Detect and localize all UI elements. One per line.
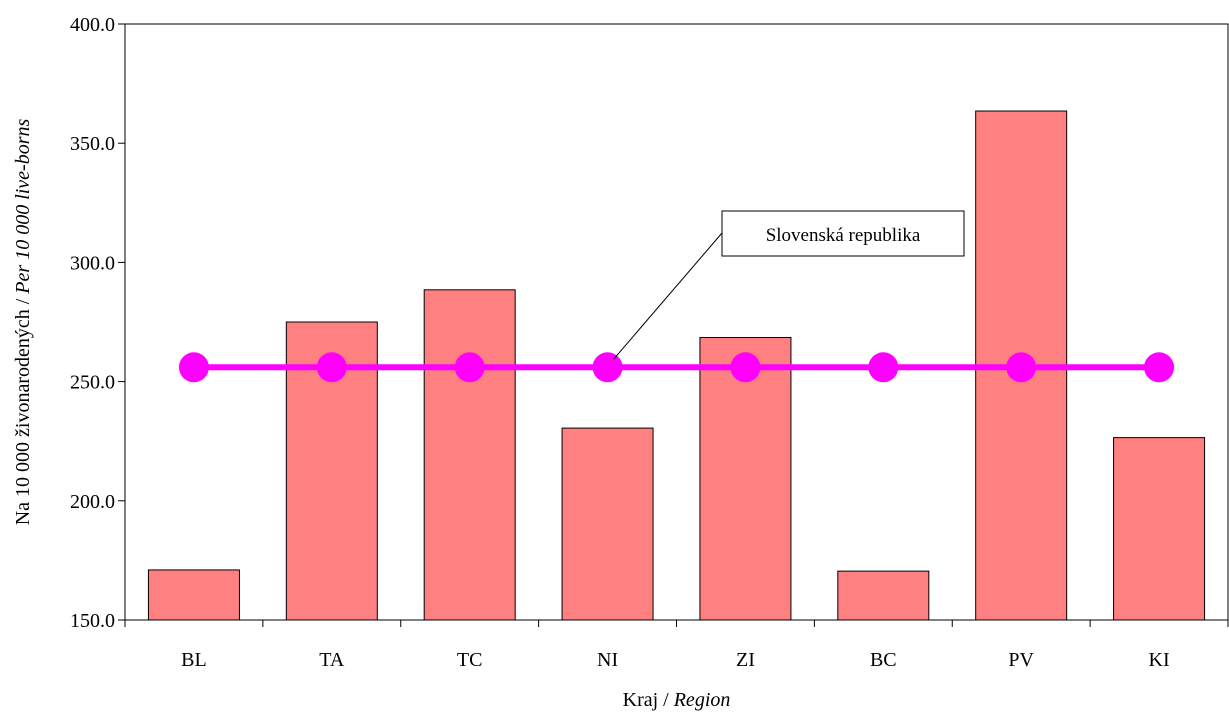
annotation-layer: Slovenská republika xyxy=(613,210,965,360)
annotation-leader-line xyxy=(613,232,723,360)
line-point-bl xyxy=(178,352,209,383)
x-axis-label: Kraj / Region xyxy=(623,689,731,711)
bar-zi xyxy=(699,336,792,621)
line-point-zi xyxy=(730,352,761,383)
bar-tc xyxy=(423,289,516,621)
y-tick-label: 300.0 xyxy=(70,252,115,274)
x-axis-label-italic: Region xyxy=(673,689,731,711)
bars-layer xyxy=(147,110,1206,621)
y-axis-label-plain: Na 10 000 živonarodených / xyxy=(12,294,34,526)
y-tick-label: 400.0 xyxy=(70,14,115,36)
y-tick-label: 250.0 xyxy=(70,372,115,394)
x-tick-label-zi: ZI xyxy=(736,649,755,671)
y-axis-label-italic: Per 10 000 live-borns xyxy=(12,119,34,295)
x-axis: BL TA TC NI ZI BC PV KI xyxy=(124,620,1229,671)
y-axis-label: Na 10 000 živonarodených / Per 10 000 li… xyxy=(12,119,34,526)
x-tick-label-pv: PV xyxy=(1008,649,1034,671)
line-point-ni xyxy=(592,352,623,383)
y-axis: 150.0 200.0 250.0 300.0 350.0 400.0 xyxy=(70,14,125,632)
y-tick-label: 200.0 xyxy=(70,491,115,513)
annotation-text: Slovenská republika xyxy=(766,225,921,246)
x-tick-label-ki: KI xyxy=(1149,649,1170,671)
line-point-ta xyxy=(316,352,347,383)
x-axis-label-plain: Kraj / xyxy=(623,689,674,711)
line-point-tc xyxy=(454,352,485,383)
x-tick-label-bc: BC xyxy=(870,649,897,671)
bar-ki xyxy=(1113,437,1206,621)
bar-bl xyxy=(147,569,240,621)
annotation-box xyxy=(721,210,965,257)
line-layer xyxy=(178,352,1175,383)
bar-bc xyxy=(837,570,930,621)
line-point-ki xyxy=(1144,352,1175,383)
x-tick-label-ni: NI xyxy=(597,649,618,671)
line-point-bc xyxy=(868,352,899,383)
y-tick-label: 350.0 xyxy=(70,133,115,155)
x-tick-label-bl: BL xyxy=(181,649,207,671)
bar-ni xyxy=(561,427,654,621)
line-point-pv xyxy=(1006,352,1037,383)
x-tick-label-tc: TC xyxy=(457,649,483,671)
x-tick-label-ta: TA xyxy=(319,649,345,671)
y-tick-label: 150.0 xyxy=(70,610,115,632)
